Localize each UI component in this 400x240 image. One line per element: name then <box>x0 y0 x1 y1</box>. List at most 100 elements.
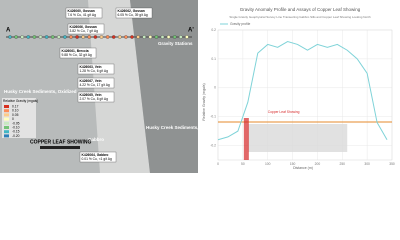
sample-assay: 4.22 % Cu, 17 g/t Ag <box>80 83 110 87</box>
showing-band <box>243 118 249 160</box>
station <box>69 35 73 39</box>
station-label: Gravity Stations <box>158 41 193 46</box>
sample-assay: 6.05 % Cu, 39 g/t Ag <box>118 13 148 17</box>
x-axis-label: Distance (m) <box>293 166 313 170</box>
sample-assay: 0.01 % Cu, <1 g/t Ag <box>82 157 112 161</box>
legend-label: 0.05 <box>12 113 19 117</box>
sample-assay: 2.07 % Cu, 8 g/t Ag <box>80 97 109 101</box>
station <box>160 35 165 39</box>
sample-id: K426061, Breccia <box>62 49 89 53</box>
station <box>14 35 18 39</box>
sample-box <box>77 91 115 103</box>
y-tick-label: 0 <box>214 86 216 90</box>
unit-label: Gabbro <box>88 137 104 142</box>
x-tick-label: 300 <box>364 162 370 166</box>
gravity-stations <box>8 35 189 39</box>
sample-id: K426064, Gabbro <box>82 153 109 157</box>
sample-assay: 9.88 % Cu, 32 g/t Ag <box>62 53 92 57</box>
legend-label: -0.10 <box>12 125 20 129</box>
annotation: Copper Leaf Showing <box>268 110 300 114</box>
x-tick-label: 100 <box>265 162 271 166</box>
legend-label: -0.05 <box>12 121 20 125</box>
x-tick-label: 250 <box>340 162 346 166</box>
sample-id: K426063, Vein <box>80 65 102 69</box>
station <box>111 35 116 39</box>
y-tick-label: 0.1 <box>211 57 216 61</box>
x-tick-label: 200 <box>315 162 321 166</box>
station <box>81 35 85 39</box>
sample-box <box>79 151 117 163</box>
station <box>136 35 140 39</box>
sample-box <box>77 63 115 75</box>
legend-swatch <box>4 117 9 121</box>
station <box>26 35 31 39</box>
legend-swatch <box>4 109 9 113</box>
sample-id: K426065, Vein <box>80 93 102 97</box>
station <box>172 35 177 39</box>
station <box>142 35 146 39</box>
sample-assay: 3.82 % Cu, 7 g/t Ag <box>70 29 99 33</box>
station <box>75 35 79 39</box>
station <box>32 35 37 39</box>
x-tick-label: 150 <box>290 162 296 166</box>
legend-swatch <box>4 134 9 138</box>
legend-label: Gravity profile <box>230 22 251 26</box>
y-axis-label: Relative Gravity (mgals) <box>202 83 206 120</box>
legend-swatch <box>4 113 9 117</box>
station <box>63 35 67 39</box>
sample-box <box>115 7 153 19</box>
station <box>130 35 134 39</box>
legend-label: -0.15 <box>12 130 20 134</box>
legend-swatch <box>4 105 9 108</box>
x-tick-label: 0 <box>217 162 219 166</box>
legend-swatch <box>4 126 9 129</box>
unit-label: Husky Creek Sediments, Oxidized <box>4 89 77 94</box>
x-tick-label: 350 <box>389 162 395 166</box>
figure: A A' Gravity Stations Husky Creek Sedime… <box>0 0 395 173</box>
sample-box <box>67 23 105 35</box>
legend-swatch <box>4 130 9 134</box>
station <box>93 35 98 39</box>
station <box>44 35 49 39</box>
station <box>87 35 92 39</box>
station <box>8 35 12 39</box>
legend-label: 0.10 <box>12 109 19 113</box>
station <box>166 35 171 39</box>
legend-label: -0.20 <box>12 134 20 138</box>
mineralized-zone <box>130 0 198 173</box>
legend-label: 0.17 <box>12 104 19 108</box>
chart-subtitle: Single Gravity Geophysical Survey Line T… <box>229 15 371 19</box>
chart: -0.2 -0.1 0 0.1 0.2 0 50 100 150 200 250 300 350 Copp… <box>210 22 395 166</box>
chart-title: Gravity Anomaly Profile and Assays of Co… <box>240 7 361 12</box>
unit-label: Husky Creek Sediments, Mineralized <box>146 125 225 130</box>
map-legend: Relative Gravity (mgals)0.170.100.050-0.… <box>2 98 38 138</box>
station <box>20 35 24 39</box>
station <box>105 35 110 39</box>
sample-box <box>65 7 103 19</box>
station <box>118 35 122 39</box>
station <box>57 35 61 39</box>
legend-label: 0 <box>12 117 14 121</box>
gabbro-zone <box>88 0 150 173</box>
sample-assay: 7.6 % Cu, 41 g/t Ag <box>68 13 97 17</box>
assay-zone <box>247 124 348 152</box>
y-tick-label: 0.2 <box>211 28 216 32</box>
y-tick-label: -0.2 <box>210 143 216 147</box>
sample-id: K426062, Gossan <box>118 9 145 13</box>
station <box>154 35 159 39</box>
station <box>185 35 189 39</box>
sample-assay: 1.28 % Cu, 6 g/t Ag <box>80 69 109 73</box>
sample-id: K426066, Gossan <box>70 25 97 29</box>
station <box>38 35 43 39</box>
showing-label: COPPER LEAF SHOWING <box>30 139 92 145</box>
sample-box <box>59 47 97 59</box>
endpoint-a: A <box>6 28 11 34</box>
scale-bar <box>40 146 80 149</box>
station <box>124 35 128 39</box>
legend-swatch <box>4 121 9 125</box>
sample-id: K426060, Gossan <box>68 9 95 13</box>
sample-box <box>77 77 115 89</box>
y-tick-label: -0.1 <box>210 115 216 119</box>
sample-id: K426067, Vein <box>80 79 102 83</box>
